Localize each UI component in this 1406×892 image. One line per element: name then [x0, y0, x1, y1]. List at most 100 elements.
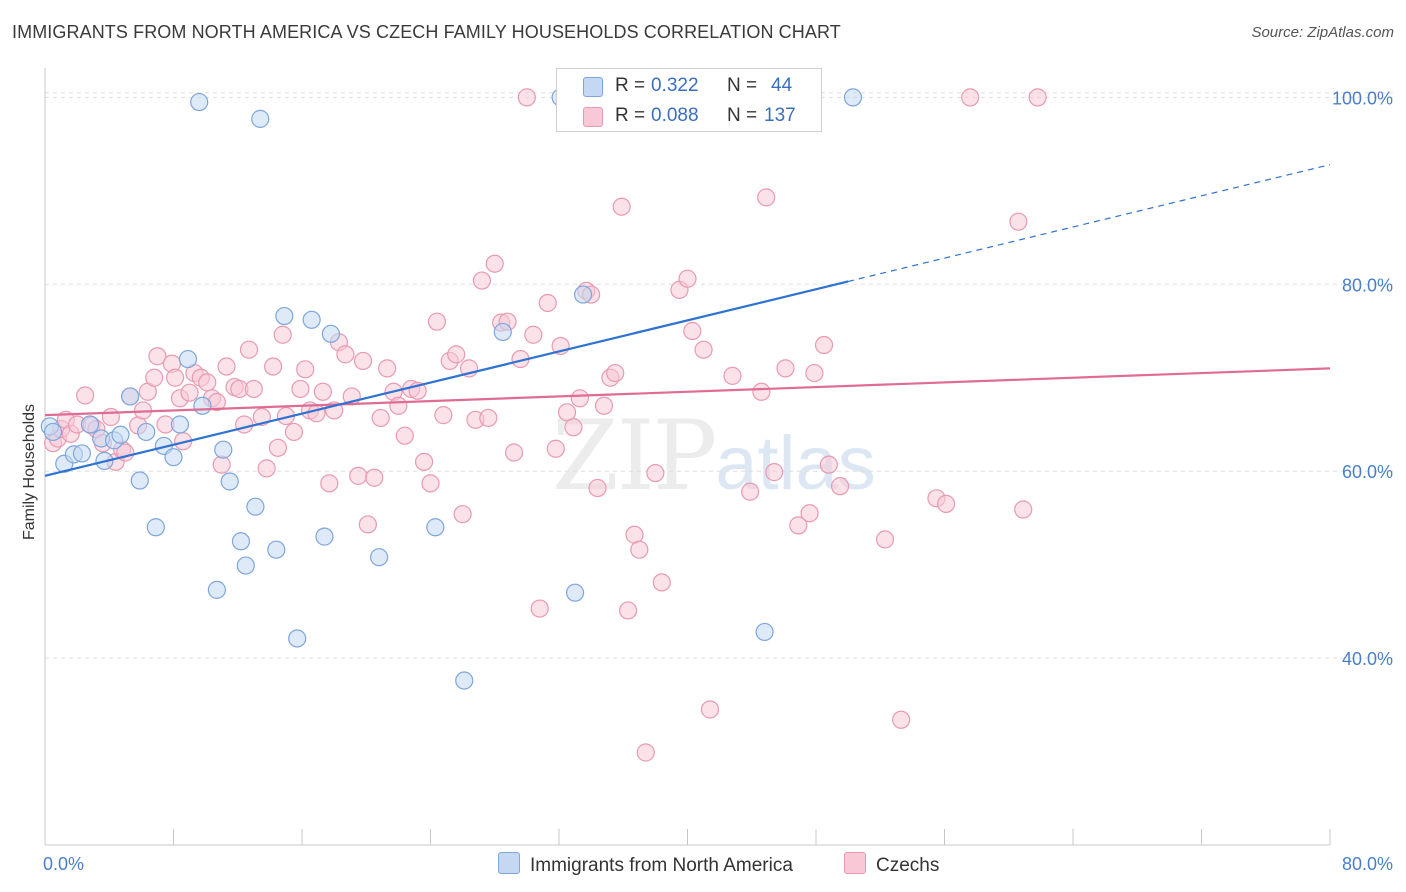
czechs-point [765, 463, 784, 482]
czechs-point [752, 382, 771, 401]
czechs-point [546, 439, 565, 458]
czechs-point [414, 452, 434, 471]
immigrants-point [755, 622, 774, 642]
czechs-point [1014, 500, 1033, 519]
immigrants-point [43, 422, 63, 442]
r-label: R = [615, 105, 646, 126]
immigrants-point [426, 518, 445, 537]
czechs-point [776, 359, 795, 378]
czechs-point [378, 359, 397, 378]
stats-box: R = 0.322 N = 44 R = 0.088 N = 137 [556, 68, 822, 132]
czechs-point [239, 340, 259, 359]
czechs-point [453, 505, 472, 524]
czechs-point [291, 379, 310, 399]
immigrants-point [164, 448, 183, 467]
legend-item-immigrants: Immigrants from North America [498, 852, 793, 877]
legend-item-czechs: Czechs [844, 852, 939, 877]
immigrants-point [565, 583, 585, 602]
czechs-point [244, 379, 263, 399]
czechs-point [320, 474, 339, 493]
immigrants-trend-extension [847, 164, 1331, 283]
immigrants-point [370, 548, 389, 567]
czechs-point [145, 368, 164, 387]
x-tick-label: 80.0% [1342, 854, 1393, 874]
immigrants-point [137, 422, 156, 442]
immigrants-point [170, 415, 190, 434]
y-tick-label: 100.0% [1332, 88, 1393, 108]
axes [44, 68, 1331, 846]
immigrants-trend-line [44, 280, 849, 477]
y-axis-label: Family Households [21, 404, 38, 540]
czechs-point [819, 455, 838, 474]
immigrants-point [193, 396, 212, 415]
czechs-point [217, 357, 236, 376]
czechs-point [830, 477, 850, 496]
czechs-point [524, 325, 543, 344]
czechs-point [606, 363, 625, 383]
czechs-point [447, 345, 466, 364]
immigrants-point [214, 440, 233, 459]
czechs-trend-line [44, 367, 1331, 417]
czechs-point [636, 743, 655, 762]
immigrants-point [236, 556, 255, 575]
immigrants-point [267, 540, 286, 559]
watermark-zip: ZIP [552, 400, 717, 512]
immigrants-point [231, 532, 251, 551]
immigrants-point [121, 387, 140, 406]
czechs-point [564, 418, 583, 437]
czechs-point [757, 188, 776, 207]
immigrants-point [190, 92, 209, 112]
czechs-point [313, 382, 332, 401]
czechs-point [284, 422, 304, 442]
r-value-pink: 0.088 [651, 105, 699, 126]
legend-swatch-pink [844, 852, 866, 874]
czechs-point [875, 530, 895, 549]
immigrants-point [455, 671, 474, 690]
czechs-point [652, 573, 671, 592]
czechs-point [395, 426, 414, 445]
czechs-point [268, 438, 288, 457]
blue-swatch [583, 77, 603, 97]
czechs-point [307, 404, 326, 423]
stats-row-pink: R = 0.088 N = 137 [557, 101, 821, 131]
trend-lines [44, 164, 1331, 477]
immigrants-point [493, 322, 512, 342]
immigrants-point [72, 444, 92, 463]
legend-label-immigrants: Immigrants from North America [530, 855, 793, 876]
czechs-point [814, 335, 834, 355]
czechs-point [517, 88, 536, 107]
czechs-point [336, 345, 355, 364]
x-tick-label: 0.0% [43, 854, 84, 874]
immigrants-point [321, 324, 341, 343]
czechs-point [588, 478, 607, 498]
czechs-point [180, 383, 199, 402]
immigrants-point [130, 471, 149, 490]
n-value-blue: 44 [771, 75, 793, 96]
immigrants-point [207, 580, 226, 599]
czechs-point [296, 360, 315, 379]
czechs-point [961, 88, 980, 107]
czechs-point [694, 340, 713, 359]
czechs-point [538, 293, 557, 313]
czechs-point [800, 504, 819, 523]
immigrants-point [288, 629, 307, 648]
czechs-point [434, 406, 453, 425]
immigrants-point [302, 310, 321, 329]
czechs-point [504, 443, 524, 462]
chart-title: IMMIGRANTS FROM NORTH AMERICA VS CZECH F… [12, 22, 841, 42]
legend-label-czechs: Czechs [876, 855, 940, 876]
czechs-point [257, 459, 276, 478]
y-tick-label: 40.0% [1342, 649, 1393, 669]
watermark: ZIPatlas [552, 400, 876, 512]
immigrants-point [275, 306, 294, 326]
czechs-point [892, 710, 911, 729]
czechs-point [805, 363, 824, 383]
tick-labels: 40.0% 60.0% 80.0% 100.0% 0.0% 80.0% [43, 88, 1393, 874]
czechs-point [76, 386, 95, 405]
czechs-point [630, 540, 649, 559]
czechs-point [594, 396, 614, 415]
czechs-point [479, 408, 498, 428]
stats-row-blue: R = 0.322 N = 44 [557, 71, 821, 101]
n-label: N = [727, 75, 758, 96]
y-tick-label: 60.0% [1342, 462, 1393, 482]
